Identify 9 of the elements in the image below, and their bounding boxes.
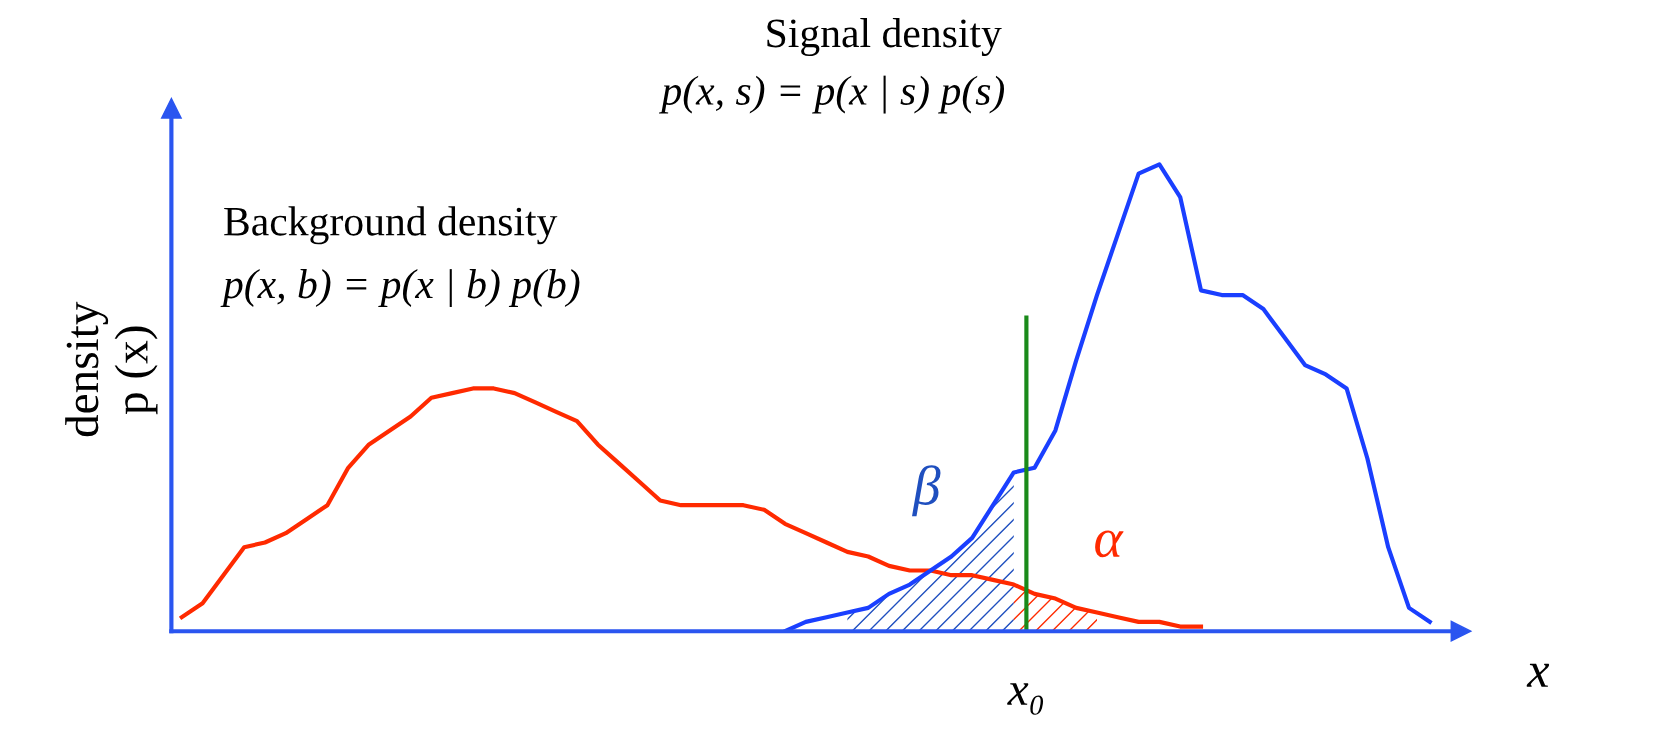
annotation: α xyxy=(1095,530,1124,558)
text: x₀ xyxy=(1007,683,1044,715)
text: p(x, s) = p(x | s) p(s) xyxy=(659,75,1005,114)
annotation: β xyxy=(912,465,941,517)
x-axis-title: x xyxy=(1526,663,1550,687)
annotation: Background density xyxy=(224,206,558,245)
annotation: p(x, b) = p(x | b) p(b) xyxy=(220,269,580,308)
y-axis-title: density p (x) xyxy=(65,301,158,437)
text: Signal density xyxy=(767,18,1002,57)
